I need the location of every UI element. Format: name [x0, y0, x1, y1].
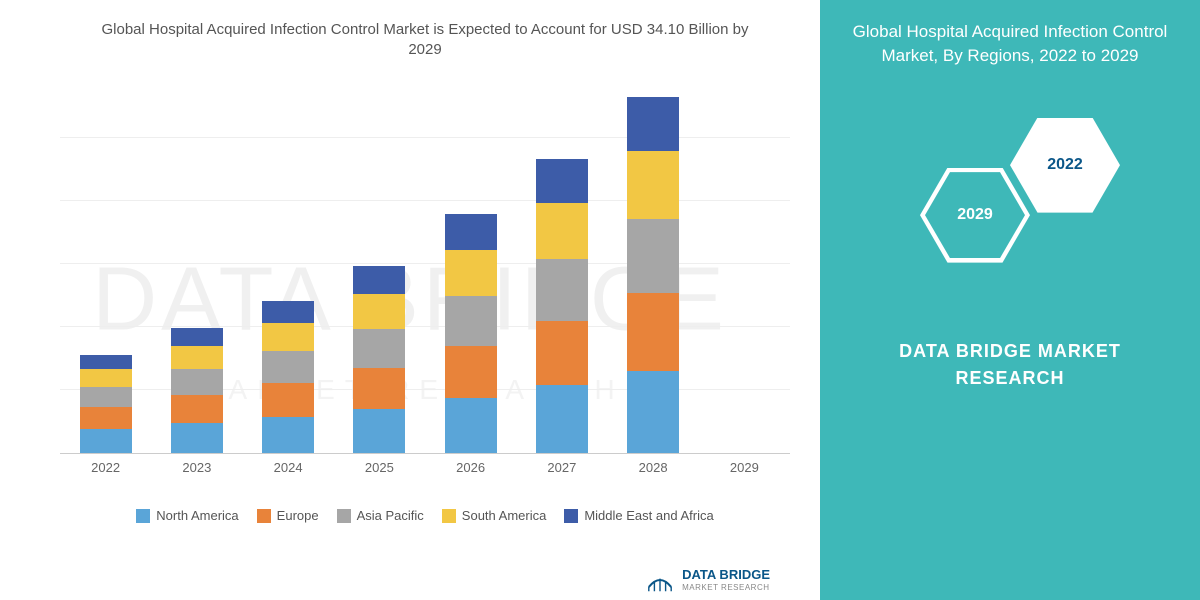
hexagon-2022-label: 2022 — [1015, 122, 1115, 208]
root: DATA BRIDGE MARKET RESEARCH Global Hospi… — [0, 0, 1200, 600]
bar-segment — [80, 355, 132, 369]
bar-segment — [80, 407, 132, 429]
bar-segment — [353, 329, 405, 368]
bar-segment — [445, 250, 497, 296]
bar-segment — [262, 417, 314, 453]
chart-panel: DATA BRIDGE MARKET RESEARCH Global Hospi… — [0, 0, 820, 600]
bar-group — [253, 301, 323, 453]
legend-swatch — [564, 509, 578, 523]
bar-stack — [262, 301, 314, 453]
bar-segment — [445, 398, 497, 453]
bar-segment — [627, 97, 679, 151]
bar-group — [618, 97, 688, 453]
legend-item: South America — [442, 508, 547, 523]
bar-segment — [627, 293, 679, 371]
bridge-icon — [646, 566, 674, 594]
bar-segment — [171, 346, 223, 369]
side-title: Global Hospital Acquired Infection Contr… — [840, 20, 1180, 68]
bar-group — [527, 159, 597, 453]
x-axis-labels: 2022 2023 2024 2025 2026 2027 2028 2029 — [60, 460, 790, 475]
x-label: 2027 — [527, 460, 597, 475]
bar-group — [162, 328, 232, 453]
bar-segment — [353, 294, 405, 329]
hexagon-group: 2029 2022 — [840, 108, 1180, 288]
x-label: 2024 — [253, 460, 323, 475]
bar-segment — [627, 371, 679, 453]
legend-swatch — [337, 509, 351, 523]
x-label: 2022 — [71, 460, 141, 475]
bar-segment — [353, 266, 405, 294]
bar-segment — [262, 323, 314, 351]
bar-stack — [171, 328, 223, 453]
bar-segment — [627, 151, 679, 219]
bar-group — [436, 214, 506, 453]
legend-swatch — [136, 509, 150, 523]
bar-segment — [262, 351, 314, 383]
legend-item: Asia Pacific — [337, 508, 424, 523]
hexagon-2029: 2029 — [920, 168, 1030, 263]
legend-label: Asia Pacific — [357, 508, 424, 523]
bar-segment — [536, 203, 588, 259]
hexagon-2022: 2022 — [1010, 118, 1120, 213]
bar-segment — [171, 328, 223, 346]
hexagon-2029-label: 2029 — [925, 172, 1025, 258]
bar-segment — [171, 423, 223, 453]
legend-item: Europe — [257, 508, 319, 523]
bar-segment — [262, 383, 314, 417]
bar-segment — [171, 369, 223, 395]
bar-stack — [627, 97, 679, 453]
legend-swatch — [442, 509, 456, 523]
bar-segment — [80, 369, 132, 387]
bar-segment — [536, 321, 588, 385]
bar-stack — [445, 214, 497, 453]
bar-segment — [536, 159, 588, 203]
footer-logo-text-wrap: DATA BRIDGE MARKET RESEARCH — [682, 568, 770, 591]
bar-segment — [80, 429, 132, 453]
bar-segment — [536, 385, 588, 453]
x-label: 2028 — [618, 460, 688, 475]
bar-segment — [627, 219, 679, 293]
legend-label: North America — [156, 508, 238, 523]
bar-segment — [445, 296, 497, 346]
legend-label: South America — [462, 508, 547, 523]
legend-label: Middle East and Africa — [584, 508, 713, 523]
bar-stack — [80, 355, 132, 453]
bar-segment — [80, 387, 132, 407]
legend: North America Europe Asia Pacific South Ame… — [60, 508, 790, 523]
chart-title: Global Hospital Acquired Infection Contr… — [60, 20, 790, 59]
bar-segment — [353, 368, 405, 409]
legend-label: Europe — [277, 508, 319, 523]
bar-segment — [353, 409, 405, 453]
bar-segment — [445, 346, 497, 398]
bar-group — [71, 355, 141, 453]
legend-swatch — [257, 509, 271, 523]
x-label: 2023 — [162, 460, 232, 475]
bar-stack — [536, 159, 588, 453]
footer-brand-sub: MARKET RESEARCH — [682, 583, 770, 592]
bar-segment — [445, 214, 497, 250]
x-label: 2026 — [436, 460, 506, 475]
bar-stack — [353, 266, 405, 453]
bars-row — [60, 74, 790, 454]
side-brand-line1: DATA BRIDGE MARKET — [840, 338, 1180, 365]
bar-segment — [262, 301, 314, 323]
legend-item: Middle East and Africa — [564, 508, 713, 523]
side-brand-line2: RESEARCH — [840, 365, 1180, 392]
legend-item: North America — [136, 508, 238, 523]
footer-logo: DATA BRIDGE MARKET RESEARCH — [646, 566, 770, 594]
bar-segment — [536, 259, 588, 321]
side-brand: DATA BRIDGE MARKET RESEARCH — [840, 338, 1180, 392]
x-label: 2029 — [709, 460, 779, 475]
bar-segment — [171, 395, 223, 423]
x-label: 2025 — [344, 460, 414, 475]
side-panel: Global Hospital Acquired Infection Contr… — [820, 0, 1200, 600]
footer-brand: DATA BRIDGE — [682, 568, 770, 582]
chart-area: 2022 2023 2024 2025 2026 2027 2028 2029 — [60, 74, 790, 494]
bar-group — [344, 266, 414, 453]
